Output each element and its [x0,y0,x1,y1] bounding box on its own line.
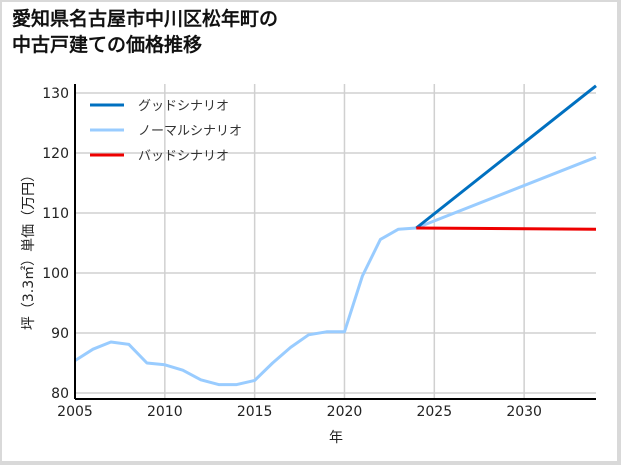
x-tick-label: 2030 [506,404,542,420]
x-tick-label: 2025 [416,404,452,420]
y-tick-label: 130 [42,86,69,102]
y-tick-label: 120 [42,146,69,162]
series-line [416,226,597,231]
title-line-2: 中古戸建ての価格推移 [12,34,203,56]
title-line-1: 愛知県名古屋市中川区松年町の [12,8,279,30]
chart-frame [2,2,617,461]
legend-label: ノーマルシナリオ [138,124,242,139]
x-axis-label: 年 [329,430,343,446]
legend-label: バッドシナリオ [138,149,229,164]
y-tick-label: 90 [51,326,69,342]
x-tick-label: 2020 [327,404,363,420]
x-tick-label: 2015 [237,404,273,420]
x-tick-label: 2010 [147,404,183,420]
y-axis-label: 坪（3.3㎡）単価（万円） [21,168,37,330]
chart-title: 愛知県名古屋市中川区松年町の 中古戸建ての価格推移 [12,6,278,58]
axes [74,84,596,400]
series-line [74,155,597,387]
series-line [415,84,597,230]
y-tick-label: 110 [42,206,69,222]
legend-label: グッドシナリオ [138,99,229,114]
data-lines [74,84,597,387]
y-tick-label: 100 [42,266,69,282]
tick-labels: 2005 2010 2015 2020 2025 2030 80 90 100 110 120 130 [42,86,542,420]
x-tick-label: 2005 [57,404,93,420]
y-tick-label: 80 [51,386,69,402]
